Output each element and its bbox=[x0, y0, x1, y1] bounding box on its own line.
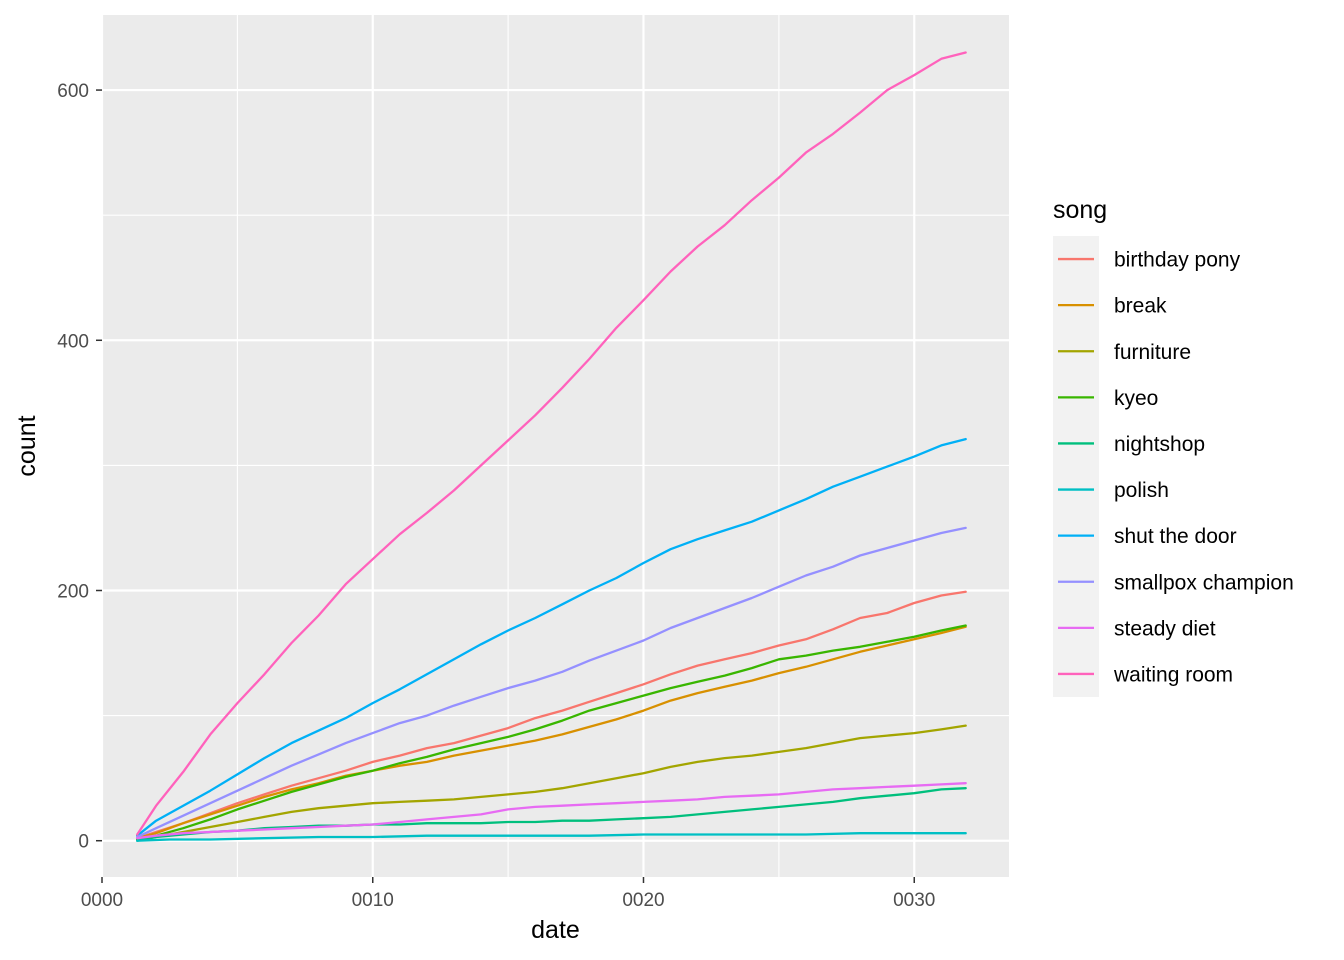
x-axis-ticks: 0000 0010 0020 0030 bbox=[81, 877, 935, 911]
series-line-kyeo bbox=[136, 624, 967, 841]
series-lines bbox=[136, 51, 967, 842]
y-tick-label: 200 bbox=[57, 582, 89, 603]
x-tick-label: 0030 bbox=[893, 890, 935, 911]
y-tick-label: 400 bbox=[57, 331, 89, 352]
legend-label: birthday pony bbox=[1114, 249, 1241, 272]
legend-label: waiting room bbox=[1113, 663, 1233, 686]
legend-label: nightshop bbox=[1114, 433, 1205, 456]
series-line-shut-the-door bbox=[136, 437, 967, 837]
legend-label: steady diet bbox=[1114, 617, 1216, 640]
x-axis-title: date bbox=[531, 916, 580, 944]
series-line-polish bbox=[136, 832, 967, 842]
legend-label: shut the door bbox=[1114, 525, 1237, 548]
series-line-break bbox=[136, 625, 967, 840]
series-line-steady-diet bbox=[136, 782, 967, 840]
x-tick-label: 0000 bbox=[81, 890, 123, 911]
legend-label: furniture bbox=[1114, 341, 1191, 364]
y-axis-title: count bbox=[13, 415, 41, 476]
major-gridlines bbox=[100, 15, 1009, 877]
legend: song birthday pony break furniture kyeo nigh… bbox=[1053, 196, 1294, 697]
series-line-smallpox-champion bbox=[136, 526, 967, 839]
minor-gridlines bbox=[102, 15, 1009, 877]
series-line-birthday-pony bbox=[136, 590, 967, 840]
legend-label: polish bbox=[1114, 479, 1169, 502]
legend-label: smallpox champion bbox=[1114, 571, 1294, 594]
series-line-furniture bbox=[136, 724, 967, 841]
legend-label: break bbox=[1114, 295, 1167, 318]
x-tick-label: 0010 bbox=[352, 890, 394, 911]
series-line-nightshop bbox=[136, 787, 967, 842]
x-tick-label: 0020 bbox=[622, 890, 664, 911]
legend-title: song bbox=[1053, 196, 1107, 224]
y-axis-ticks: 0 200 400 600 bbox=[57, 81, 102, 853]
legend-label: kyeo bbox=[1114, 387, 1158, 410]
y-tick-label: 0 bbox=[78, 832, 89, 853]
legend-items: birthday pony break furniture kyeo nightshop… bbox=[1053, 236, 1294, 697]
legend-key-background bbox=[1053, 236, 1099, 697]
plot-panel bbox=[102, 15, 1009, 877]
y-tick-label: 600 bbox=[57, 81, 89, 102]
series-line-waiting-room bbox=[136, 51, 967, 836]
